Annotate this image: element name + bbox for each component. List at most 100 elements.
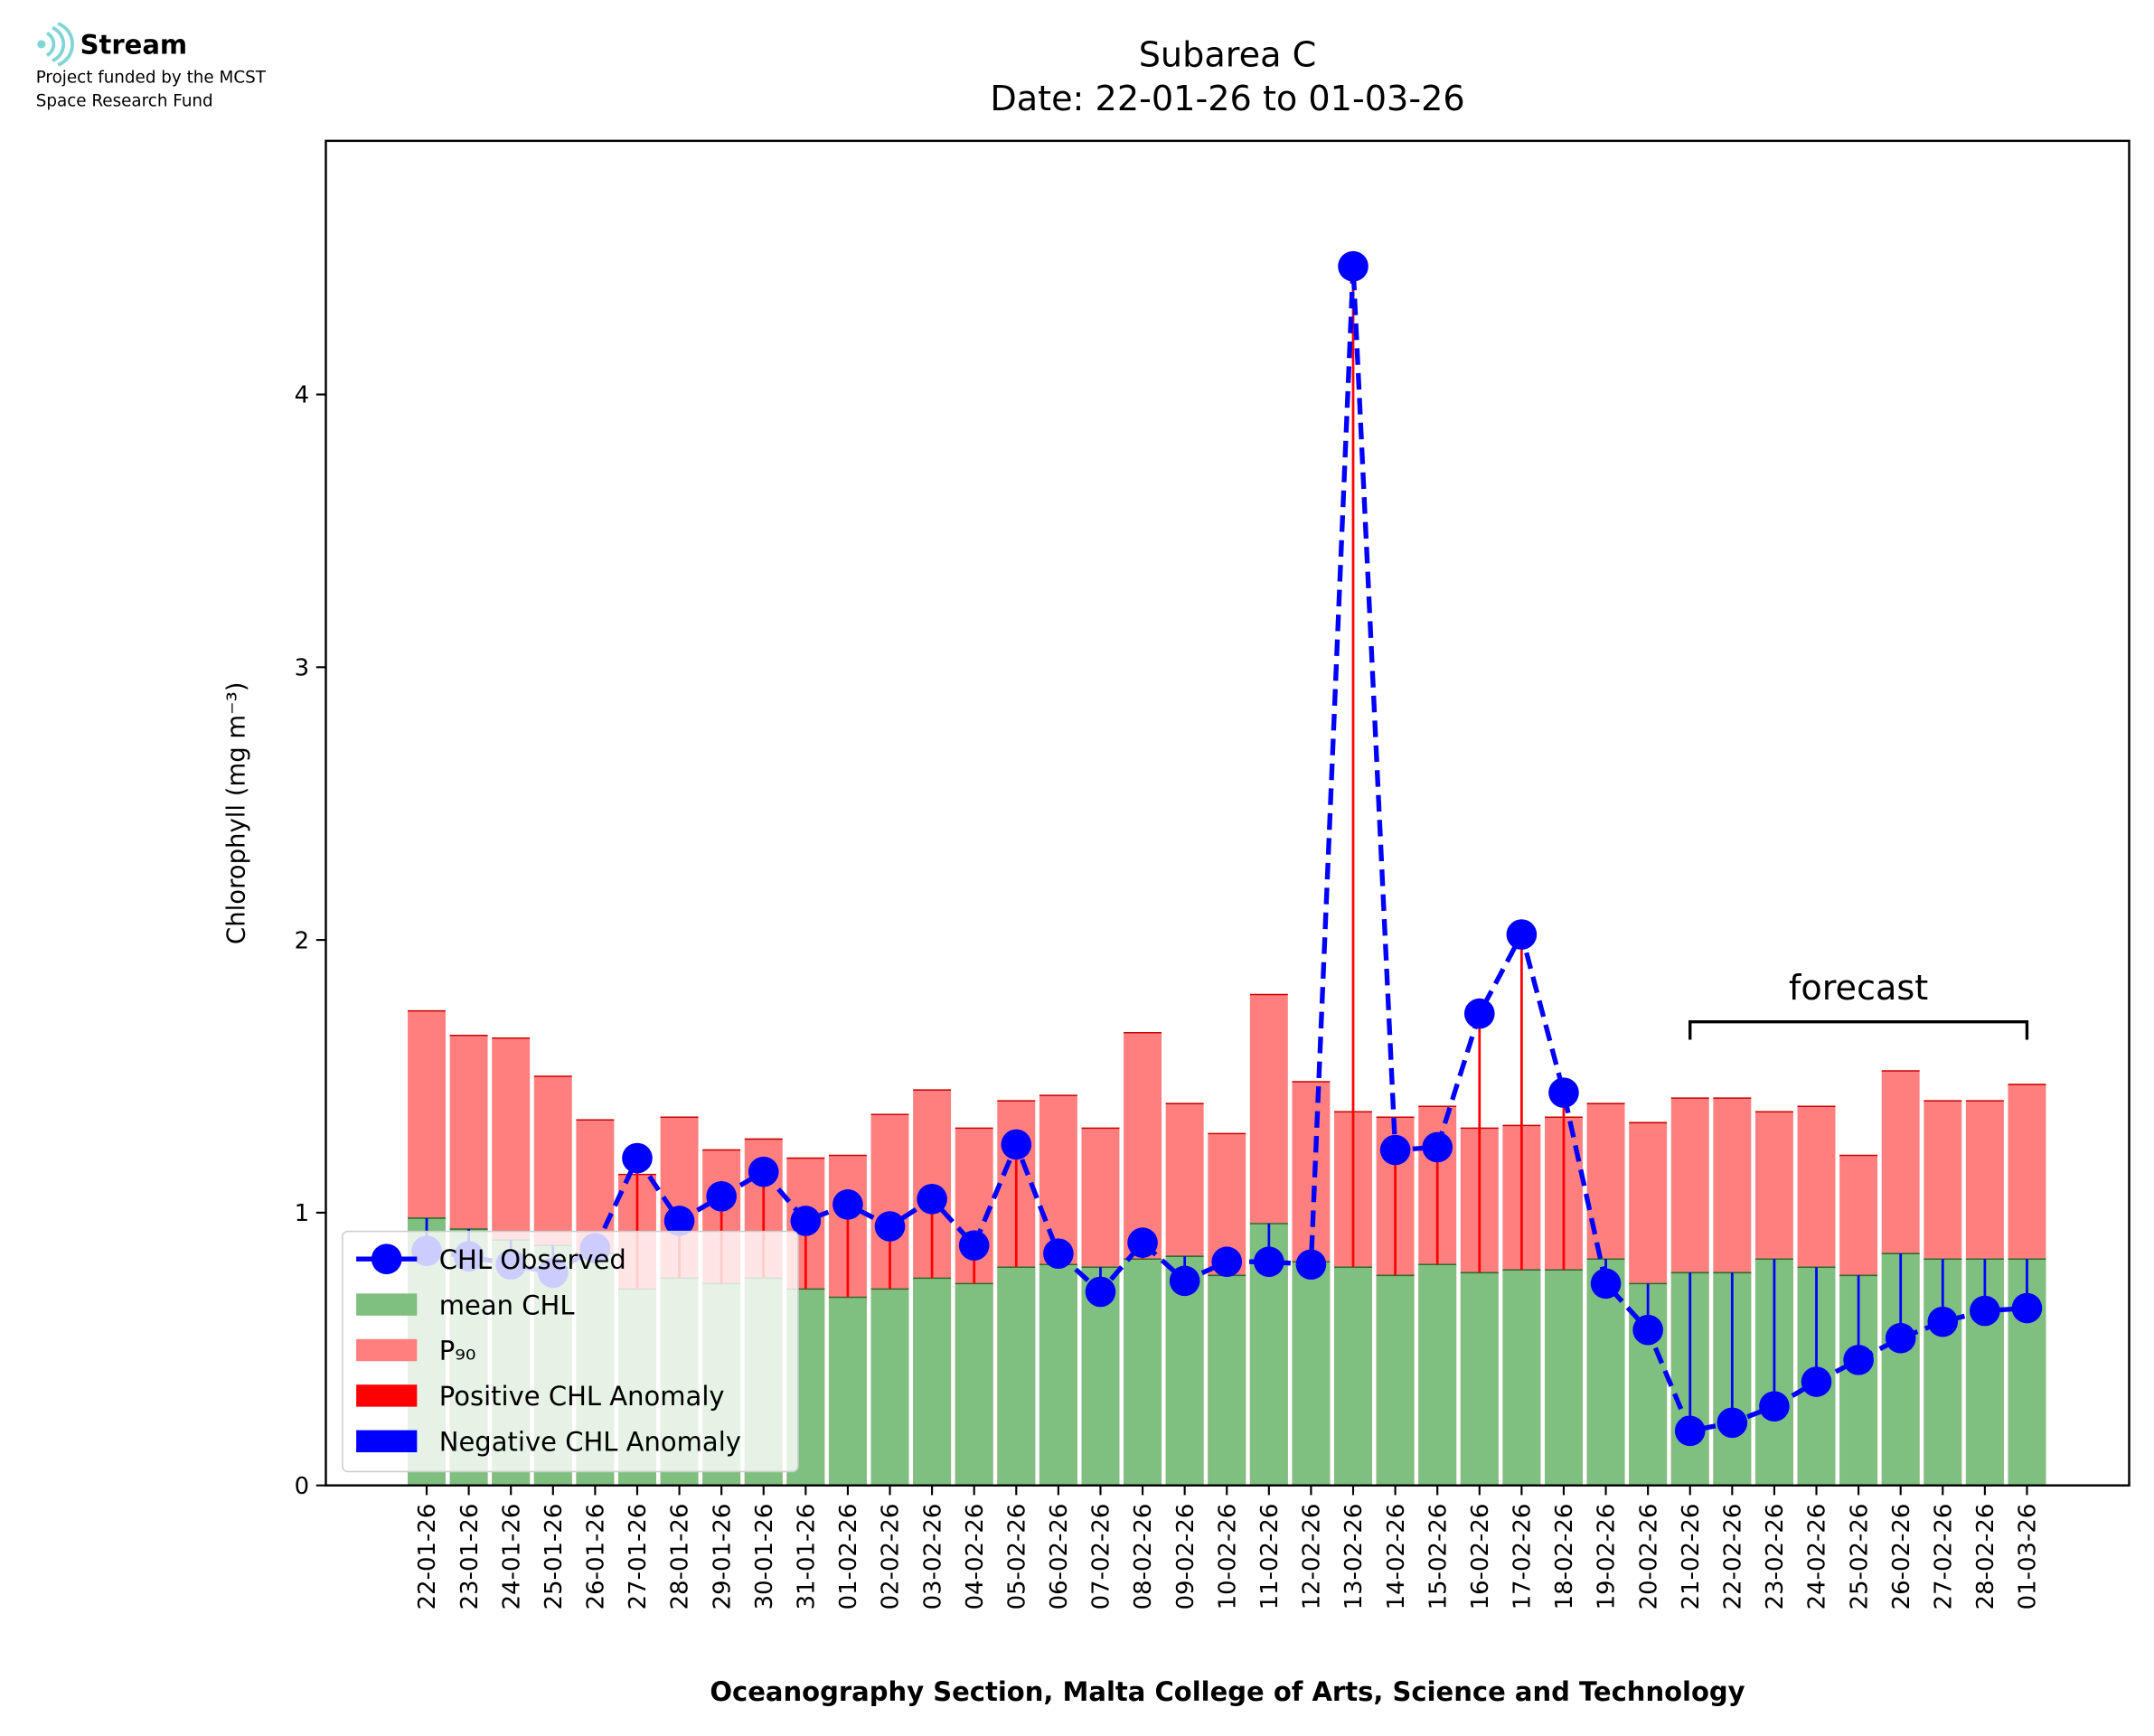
- x-tick-label: 22-01-26: [414, 1504, 441, 1610]
- y-tick-label: 3: [295, 654, 310, 681]
- observed-marker: [1632, 1314, 1663, 1346]
- legend-swatch: [356, 1384, 418, 1407]
- observed-marker: [832, 1189, 863, 1220]
- observed-marker: [663, 1206, 695, 1236]
- y-tick-label: 2: [295, 927, 310, 954]
- x-tick-label: 11-02-26: [1256, 1504, 1284, 1610]
- x-tick-label: 28-02-26: [1972, 1504, 1999, 1610]
- legend-swatch: [356, 1338, 418, 1362]
- legend-label: Negative CHL Anomaly: [439, 1427, 741, 1458]
- mean-bar: [1334, 1267, 1372, 1486]
- legend: CHL Observed mean CHL P₉₀ Positive CHL Anom…: [342, 1230, 799, 1473]
- x-tick-label: 03-02-26: [919, 1504, 946, 1610]
- observed-marker: [1590, 1268, 1622, 1300]
- observed-marker: [1717, 1407, 1748, 1439]
- mean-bar: [870, 1289, 909, 1486]
- x-tick-label: 10-02-26: [1214, 1504, 1241, 1610]
- observed-marker: [1506, 919, 1538, 950]
- observed-marker: [1548, 1077, 1579, 1108]
- logo-icon: [37, 40, 46, 49]
- logo-line: Project funded by the MCST: [36, 69, 267, 88]
- x-tick-label: 01-03-26: [2015, 1504, 2042, 1610]
- x-tick-label: 29-01-26: [709, 1504, 736, 1610]
- x-tick-label: 26-01-26: [583, 1504, 610, 1610]
- x-tick-label: 23-01-26: [456, 1504, 484, 1610]
- x-tick-label: 07-02-26: [1088, 1504, 1115, 1610]
- y-tick-label: 4: [295, 382, 310, 409]
- observed-marker: [1422, 1131, 1453, 1163]
- observed-marker: [1674, 1415, 1706, 1447]
- mean-bar: [997, 1267, 1036, 1486]
- observed-marker: [2011, 1292, 2043, 1324]
- observed-marker: [1254, 1246, 1284, 1278]
- mean-bar: [1039, 1264, 1077, 1486]
- chart-title: Subarea C: [1139, 35, 1317, 75]
- x-tick-label: 24-01-26: [498, 1504, 525, 1610]
- x-axis-label: Oceanography Section, Malta College of A…: [710, 1676, 1745, 1707]
- observed-marker: [790, 1206, 822, 1236]
- legend-swatch: [356, 1430, 418, 1453]
- x-tick-label: 05-02-26: [1003, 1504, 1030, 1610]
- x-tick-label: 30-01-26: [751, 1504, 778, 1610]
- x-tick-label: 20-02-26: [1635, 1504, 1662, 1610]
- x-tick-label: 15-02-26: [1425, 1504, 1452, 1610]
- x-tick-label: 06-02-26: [1046, 1504, 1073, 1610]
- mean-bar: [913, 1278, 952, 1486]
- x-tick-label: 19-02-26: [1594, 1504, 1621, 1610]
- x-tick-label: 28-01-26: [667, 1504, 694, 1610]
- mean-bar: [955, 1283, 993, 1486]
- logo: Stream Project funded by the MCST Space …: [36, 22, 267, 111]
- legend-label: CHL Observed: [439, 1244, 626, 1275]
- x-tick-label: 13-02-26: [1340, 1504, 1368, 1610]
- x-tick-label: 04-02-26: [962, 1504, 989, 1610]
- x-tick-label: 02-02-26: [878, 1504, 905, 1610]
- x-tick-label: 16-02-26: [1467, 1504, 1494, 1610]
- observed-marker: [1843, 1345, 1874, 1375]
- mean-bar: [1502, 1270, 1541, 1486]
- x-tick-label: 08-02-26: [1130, 1504, 1157, 1610]
- observed-marker: [748, 1156, 779, 1187]
- x-tick-label: 24-02-26: [1804, 1504, 1831, 1610]
- mean-bar: [1545, 1270, 1583, 1486]
- observed-marker: [1085, 1276, 1116, 1308]
- observed-marker: [958, 1230, 990, 1261]
- mean-bar: [1208, 1275, 1246, 1486]
- observed-marker: [1211, 1246, 1243, 1278]
- mean-bar: [1460, 1272, 1499, 1486]
- observed-marker: [706, 1180, 737, 1212]
- observed-marker: [1127, 1227, 1158, 1258]
- legend-label: mean CHL: [439, 1290, 576, 1320]
- annotation: forecast: [1789, 969, 1928, 1009]
- forecast-bracket: [1688, 1019, 2029, 1040]
- x-tick-label: 18-02-26: [1551, 1504, 1578, 1610]
- observed-marker: [1338, 250, 1369, 282]
- logo-line: Space Research Fund: [36, 92, 213, 111]
- observed-marker: [1801, 1366, 1832, 1397]
- legend-swatch: [356, 1293, 418, 1316]
- x-tick-label: 14-02-26: [1383, 1504, 1410, 1610]
- observed-marker: [917, 1184, 947, 1215]
- mean-bar: [1418, 1264, 1457, 1486]
- logo-icon: [45, 22, 74, 67]
- x-tick-label: 27-02-26: [1930, 1504, 1957, 1610]
- x-tick-label: 09-02-26: [1172, 1504, 1199, 1610]
- x-tick-label: 26-02-26: [1888, 1504, 1915, 1610]
- legend-marker: [371, 1243, 402, 1274]
- x-tick-label: 22-02-26: [1719, 1504, 1746, 1610]
- mean-bar: [1292, 1262, 1331, 1486]
- y-axis-label: Chlorophyll (mg m⁻³): [221, 682, 250, 944]
- logo-name: Stream: [80, 30, 188, 61]
- x-tick-label: 23-02-26: [1762, 1504, 1789, 1610]
- observed-marker: [1927, 1306, 1959, 1337]
- observed-marker: [874, 1211, 906, 1242]
- observed-marker: [1885, 1322, 1916, 1354]
- mean-bar: [1124, 1259, 1162, 1486]
- x-tick-label: 31-01-26: [793, 1504, 820, 1610]
- observed-marker: [1463, 998, 1495, 1029]
- x-tick-label: 21-02-26: [1678, 1504, 1705, 1610]
- observed-marker: [622, 1142, 653, 1174]
- legend-label: Positive CHL Anomaly: [439, 1381, 725, 1412]
- x-tick-label: 27-01-26: [625, 1504, 652, 1610]
